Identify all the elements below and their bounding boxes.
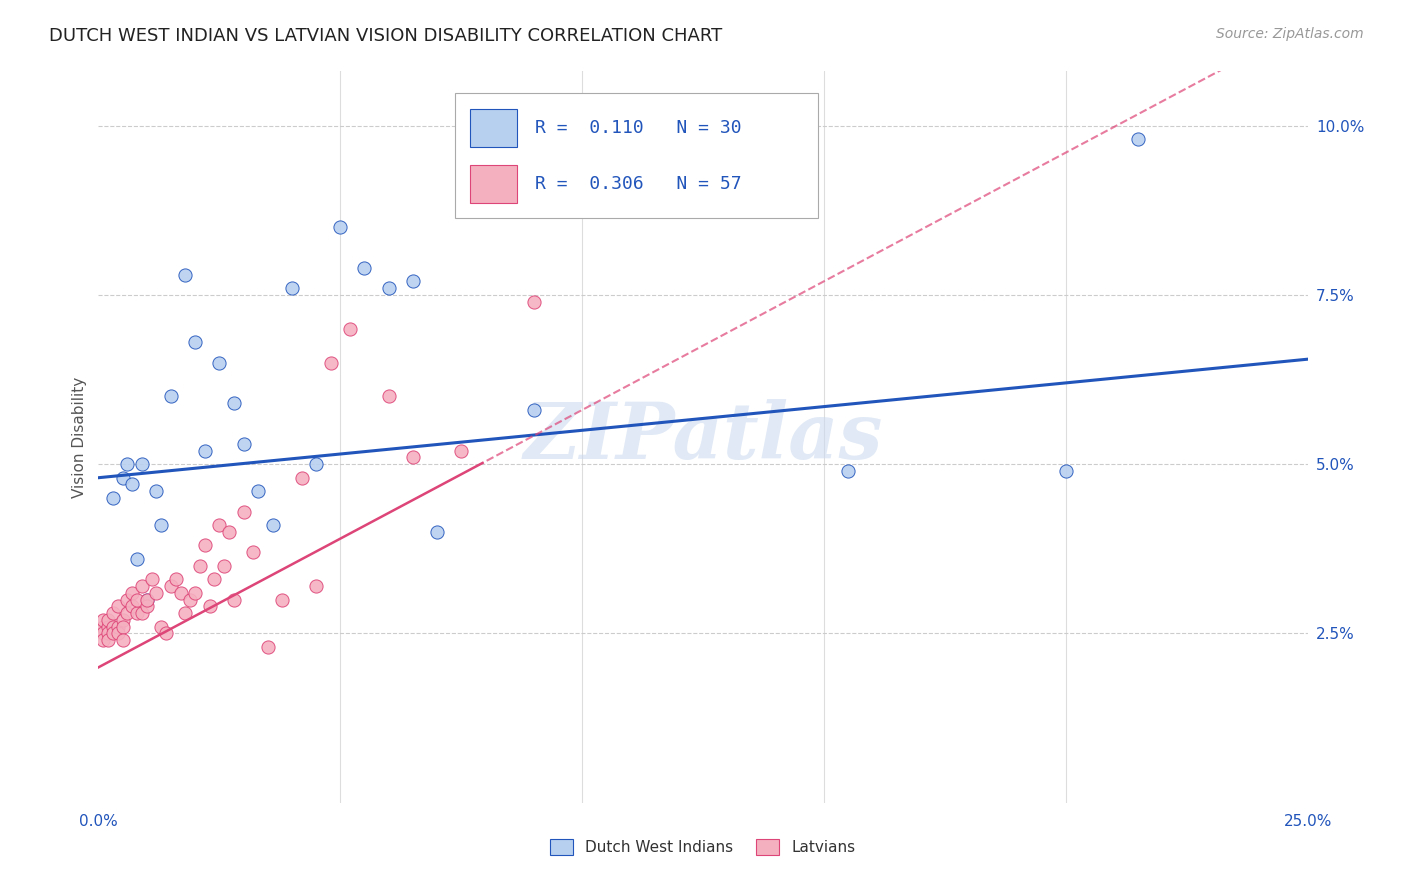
Point <box>319 355 342 369</box>
Point <box>145 586 167 600</box>
Point <box>135 592 157 607</box>
Point <box>523 294 546 309</box>
Point <box>194 538 217 552</box>
Point <box>150 620 173 634</box>
Point <box>174 268 197 282</box>
Point <box>377 281 399 295</box>
Point <box>232 505 254 519</box>
Point <box>247 484 270 499</box>
Point <box>135 592 157 607</box>
Point <box>127 606 149 620</box>
Text: DUTCH WEST INDIAN VS LATVIAN VISION DISABILITY CORRELATION CHART: DUTCH WEST INDIAN VS LATVIAN VISION DISA… <box>49 27 723 45</box>
Point <box>169 586 191 600</box>
Point <box>218 524 240 539</box>
Point <box>107 620 129 634</box>
Legend: Dutch West Indians, Latvians: Dutch West Indians, Latvians <box>544 833 862 861</box>
Point <box>131 606 153 620</box>
Point <box>271 592 294 607</box>
Point <box>353 260 375 275</box>
Point <box>131 579 153 593</box>
Point <box>208 355 231 369</box>
Point <box>204 572 226 586</box>
Point <box>305 457 328 471</box>
Point <box>91 613 114 627</box>
Point <box>174 606 197 620</box>
Point <box>127 592 149 607</box>
Point <box>121 599 143 614</box>
Point <box>121 586 143 600</box>
Point <box>135 599 157 614</box>
Point <box>111 633 134 648</box>
Point <box>117 457 139 471</box>
Point <box>188 558 211 573</box>
Point <box>212 558 235 573</box>
Point <box>256 640 278 654</box>
Point <box>97 613 120 627</box>
Point <box>222 396 245 410</box>
Y-axis label: Vision Disability: Vision Disability <box>72 376 87 498</box>
Point <box>131 457 153 471</box>
Point <box>111 620 134 634</box>
Point <box>97 620 120 634</box>
Point <box>232 437 254 451</box>
Text: Source: ZipAtlas.com: Source: ZipAtlas.com <box>1216 27 1364 41</box>
Point <box>91 633 114 648</box>
Point <box>117 606 139 620</box>
Point <box>222 592 245 607</box>
Point <box>101 606 124 620</box>
Point <box>329 220 352 235</box>
Point <box>402 450 425 465</box>
Point <box>179 592 201 607</box>
Point <box>160 579 183 593</box>
Point <box>1054 464 1077 478</box>
Point <box>155 626 177 640</box>
Point <box>145 484 167 499</box>
Point <box>184 335 207 350</box>
Point <box>101 626 124 640</box>
Point <box>107 599 129 614</box>
Point <box>101 491 124 505</box>
Point <box>111 471 134 485</box>
Point <box>198 599 221 614</box>
Point <box>91 620 114 634</box>
Point <box>165 572 187 586</box>
Point <box>111 613 134 627</box>
Point <box>117 592 139 607</box>
Point <box>194 443 217 458</box>
Point <box>101 620 124 634</box>
Point <box>837 464 859 478</box>
Point <box>91 626 114 640</box>
Point <box>121 477 143 491</box>
Point <box>160 389 183 403</box>
Point <box>184 586 207 600</box>
Point <box>281 281 304 295</box>
Point <box>242 545 264 559</box>
Point <box>426 524 449 539</box>
Point <box>523 403 546 417</box>
Point <box>97 633 120 648</box>
Point <box>305 579 328 593</box>
Point <box>450 443 472 458</box>
Point <box>141 572 163 586</box>
Point <box>1128 132 1150 146</box>
Point <box>97 626 120 640</box>
Point <box>208 518 231 533</box>
Text: ZIPatlas: ZIPatlas <box>523 399 883 475</box>
Point <box>262 518 284 533</box>
Point <box>290 471 312 485</box>
Point <box>571 145 593 160</box>
Point <box>339 322 361 336</box>
Point <box>107 626 129 640</box>
Point <box>402 274 425 288</box>
Point <box>150 518 173 533</box>
Point <box>377 389 399 403</box>
Point <box>127 552 149 566</box>
